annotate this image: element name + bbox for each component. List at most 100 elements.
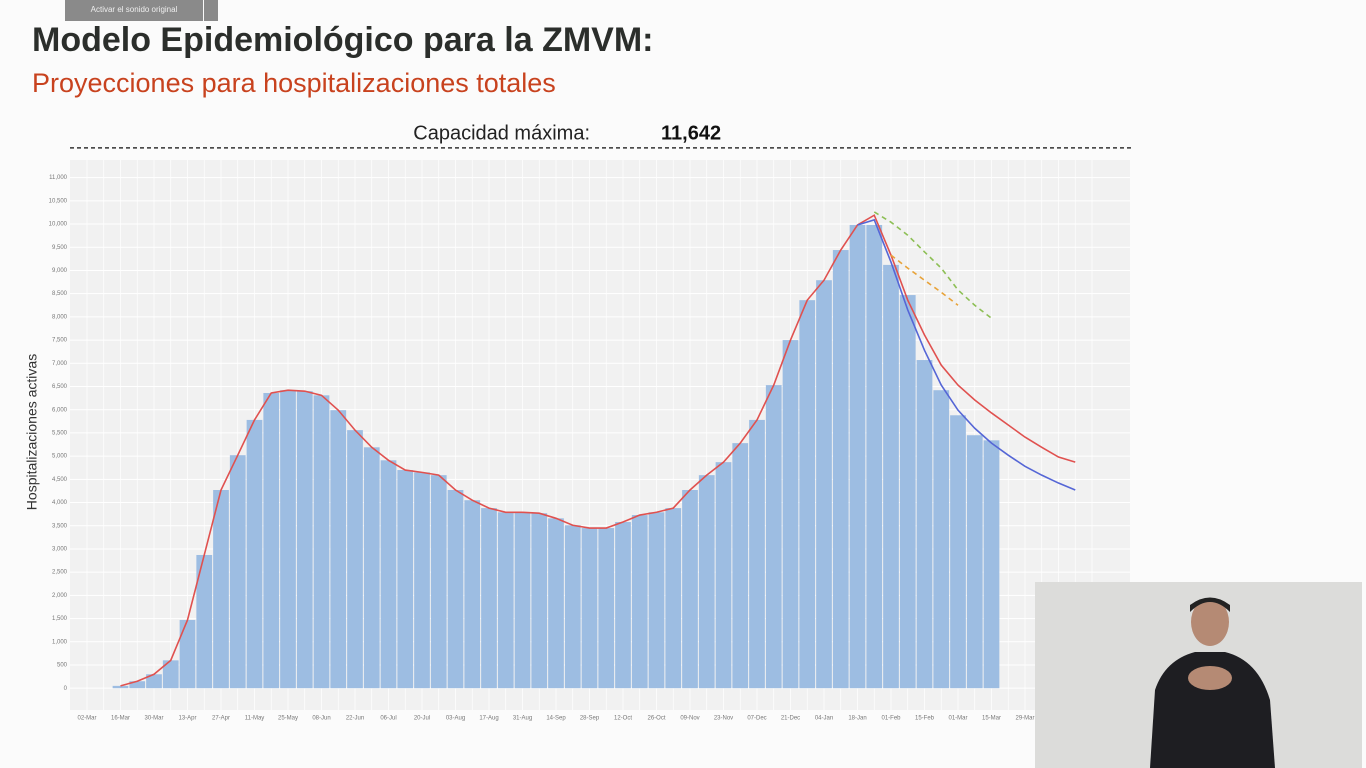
bar — [648, 512, 665, 689]
x-tick-label: 13-Apr — [178, 716, 196, 722]
bar — [263, 392, 280, 689]
x-tick-label: 07-Dec — [747, 716, 766, 722]
x-tick-label: 15-Mar — [982, 716, 1001, 722]
x-tick-label: 09-Nov — [680, 716, 699, 722]
bar — [950, 415, 966, 689]
y-tick-label: 10,500 — [49, 198, 68, 204]
bar — [832, 250, 849, 689]
x-tick-label: 17-Aug — [479, 716, 498, 722]
x-tick-label: 31-Aug — [513, 716, 532, 722]
bar — [112, 685, 129, 689]
bar — [162, 660, 179, 689]
bar — [615, 522, 631, 689]
bar — [146, 674, 162, 689]
projection-line — [857, 218, 1076, 491]
bar — [631, 515, 648, 689]
bar — [280, 390, 296, 689]
y-tick-label: 1,000 — [52, 639, 68, 645]
y-tick-label: 2,000 — [52, 593, 68, 599]
x-tick-label: 29-Mar — [1015, 716, 1034, 722]
bar — [397, 470, 414, 689]
bar — [883, 264, 899, 689]
y-tick-label: 5,000 — [52, 454, 68, 460]
bar — [497, 512, 514, 689]
bar — [581, 528, 598, 689]
x-tick-label: 11-May — [245, 716, 265, 722]
y-tick-label: 8,000 — [52, 314, 68, 320]
bar — [464, 500, 481, 689]
x-tick-label: 28-Sep — [580, 716, 600, 722]
y-tick-label: 8,500 — [52, 291, 68, 297]
bar — [313, 395, 330, 689]
sound-button[interactable] — [65, 0, 203, 21]
bar — [229, 455, 246, 689]
interpreter-video — [1035, 582, 1362, 768]
capacity-value: 11,642 — [661, 122, 721, 144]
bar — [296, 391, 313, 689]
y-tick-label: 0 — [64, 686, 68, 692]
bar — [213, 490, 229, 689]
x-tick-label: 26-Oct — [647, 716, 665, 722]
bar — [380, 460, 397, 689]
bar — [196, 554, 213, 689]
y-tick-label: 9,000 — [52, 268, 68, 274]
x-tick-label: 06-Jul — [380, 716, 396, 722]
x-tick-label: 02-Mar — [77, 716, 96, 722]
person-hands — [1188, 666, 1232, 690]
y-tick-label: 10,000 — [49, 222, 68, 228]
bar — [933, 390, 950, 689]
x-tick-label: 23-Nov — [714, 716, 733, 722]
bar — [564, 525, 581, 689]
y-axis-label: Hospitalizaciones activas — [24, 354, 40, 510]
capacity-label: Capacidad máxima: — [413, 122, 590, 144]
x-tick-label: 12-Oct — [614, 716, 632, 722]
bar — [966, 435, 983, 689]
x-tick-label: 27-Apr — [212, 716, 230, 722]
y-tick-label: 3,000 — [52, 547, 68, 553]
bar — [799, 300, 816, 689]
title: Modelo Epidemiológico para la ZMVM: — [32, 21, 653, 59]
x-tick-label: 01-Feb — [881, 716, 901, 722]
bar — [916, 360, 933, 689]
x-tick-label: 14-Sep — [546, 716, 566, 722]
x-tick-label: 18-Jan — [848, 716, 866, 722]
bar — [481, 508, 497, 689]
person-head — [1191, 598, 1229, 646]
bar — [866, 224, 883, 689]
projection-line — [873, 211, 992, 319]
y-tick-label: 7,000 — [52, 361, 68, 367]
projection-line — [120, 214, 1076, 687]
sound-button-label[interactable]: Activar el sonido original — [91, 5, 178, 14]
y-tick-label: 11,000 — [49, 175, 68, 181]
bar — [816, 280, 832, 689]
bar — [363, 447, 380, 689]
plot: 0 500 1,000 1,500 2,000 2,500 3,000 3,500 4,000 4… — [49, 160, 1130, 722]
y-tick-label: 5,500 — [52, 430, 68, 436]
bar — [531, 513, 548, 689]
x-tick-label: 08-Jun — [312, 716, 330, 722]
y-tick-label: 7,500 — [52, 338, 68, 344]
x-tick-label: 20-Jul — [414, 716, 430, 722]
y-tick-label: 4,000 — [52, 500, 68, 506]
y-tick-label: 4,500 — [52, 477, 68, 483]
x-tick-label: 16-Mar — [111, 716, 130, 722]
person-body — [1150, 652, 1275, 768]
bar — [782, 340, 799, 689]
bar — [514, 512, 531, 689]
bar — [129, 681, 146, 689]
button-menu[interactable] — [204, 0, 218, 21]
bar — [330, 410, 347, 689]
bar — [447, 490, 464, 689]
bar — [179, 619, 196, 689]
x-tick-label: 22-Jun — [346, 716, 364, 722]
bar — [682, 490, 698, 689]
y-tick-label: 500 — [57, 663, 68, 669]
bar — [246, 419, 263, 689]
bar — [899, 295, 916, 689]
y-tick-label: 6,000 — [52, 407, 68, 413]
bar — [749, 419, 765, 689]
bar — [665, 508, 682, 689]
x-tick-label: 15-Feb — [915, 716, 935, 722]
x-tick-label: 21-Dec — [781, 716, 800, 722]
